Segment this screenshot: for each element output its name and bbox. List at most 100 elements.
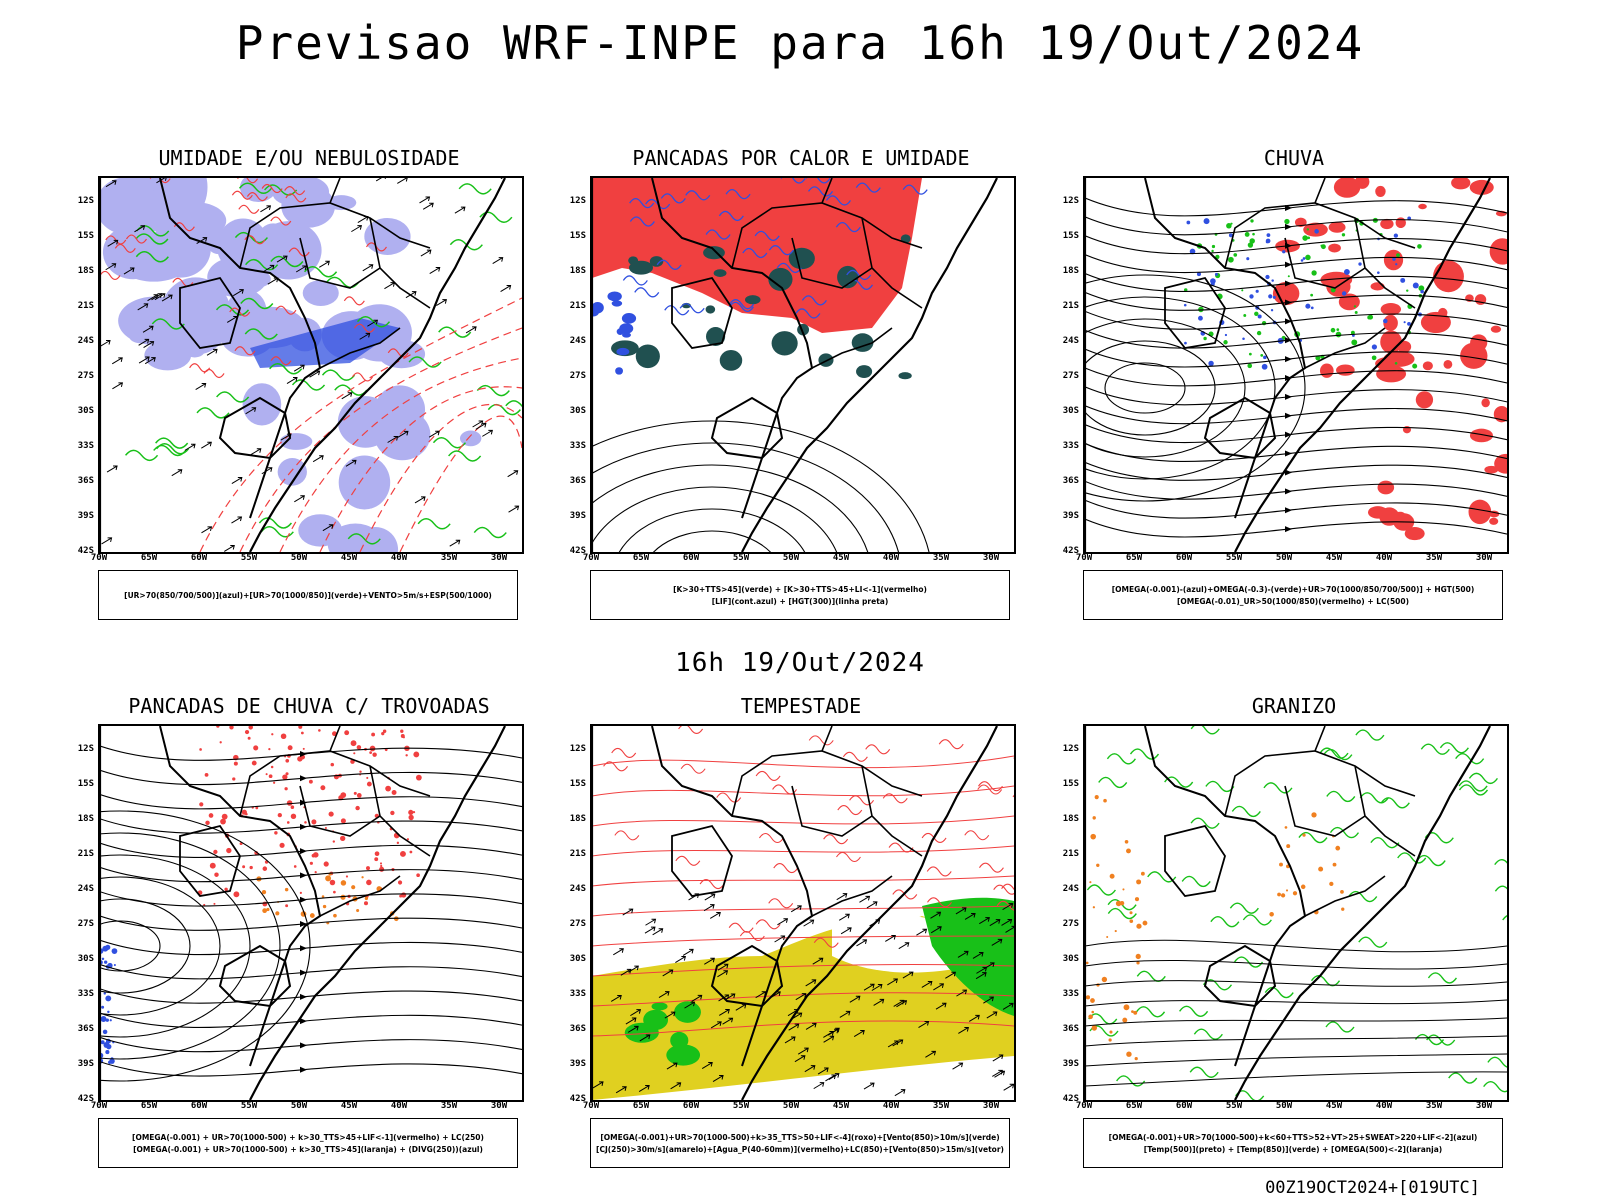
humidity-low-contour <box>448 450 482 462</box>
rain-light-dot <box>1246 257 1250 261</box>
latitude-tick-label: 21S <box>77 301 94 311</box>
precipitable-water-contour <box>836 851 861 863</box>
legend-box: [UR>70(850/700/500)](azul)+[UR>70(1000/8… <box>98 570 518 620</box>
wind-vector-icon <box>975 972 987 980</box>
latitude-tick-label: 42S <box>77 546 94 556</box>
geopotential-contour <box>1085 296 1276 480</box>
wind-vector-icon <box>717 970 729 978</box>
thunder-rain-dot <box>293 865 297 868</box>
divergence-dot <box>102 1029 108 1035</box>
thunder-rain-dot <box>374 857 379 862</box>
humidity-low-contour <box>124 449 159 462</box>
rain-moderate-dot <box>1417 244 1422 249</box>
lifted-index-contour <box>807 186 834 197</box>
flow-arrow-icon <box>300 872 307 879</box>
state-borders <box>1224 178 1416 369</box>
precipitable-water-contour <box>768 898 794 909</box>
rain-orange-dot <box>309 913 315 918</box>
omega-dot <box>1092 906 1096 909</box>
omega-dot <box>1124 840 1129 844</box>
thickness-contour <box>173 222 195 232</box>
humidity-area <box>337 396 394 448</box>
wind-vector-icon <box>859 895 871 903</box>
convection-area <box>898 372 912 380</box>
thickness-contour <box>125 234 147 244</box>
humidity-low-contour <box>291 379 326 391</box>
map-panel <box>1083 724 1509 1102</box>
latitude-tick-label: 42S <box>569 1094 586 1104</box>
flow-arrow-icon <box>1285 318 1292 325</box>
rain-light-dot <box>1407 322 1411 326</box>
temp-850-contour <box>1210 915 1240 928</box>
precipitable-water-contour <box>842 751 868 762</box>
omega-dot <box>1136 961 1140 965</box>
wind-vector-icon <box>955 907 967 915</box>
precipitable-water-contour <box>938 739 964 750</box>
rain-light-dot <box>1302 257 1306 260</box>
omega-dot <box>1114 929 1117 933</box>
latitude-tick-label: 24S <box>1062 336 1079 346</box>
wind-vector-icon <box>956 989 968 997</box>
omega-dot <box>1101 976 1108 983</box>
temp-850-contour <box>1348 890 1378 903</box>
rain-moderate-dot <box>1252 232 1255 236</box>
thunder-rain-dot <box>270 765 274 769</box>
rain-light-dot <box>1249 294 1254 299</box>
temp-850-contour <box>1147 871 1177 883</box>
humidity-area <box>298 514 343 547</box>
divergence-dot <box>100 1040 105 1045</box>
wind-vector-icon <box>812 957 824 965</box>
humidity-low-contour <box>240 297 274 310</box>
rain-moderate-dot <box>1307 236 1311 240</box>
omega-dot <box>1280 893 1286 898</box>
longitude-tick-label: 45W <box>1325 553 1343 563</box>
wind-vector-icon <box>989 919 1001 927</box>
wind-vector-icon <box>1001 918 1013 926</box>
paraguay-border <box>1164 276 1226 349</box>
lifted-index-contour <box>718 210 744 222</box>
rain-light-dot <box>1265 274 1270 280</box>
rain-area <box>1294 217 1307 228</box>
rain-moderate-dot <box>1406 289 1409 292</box>
rain-moderate-dot <box>1396 253 1400 258</box>
thickness-contour <box>199 297 522 552</box>
rain-orange-dot <box>322 904 327 909</box>
temp-850-contour <box>1229 902 1259 914</box>
humidity-high-area <box>250 318 400 368</box>
panel-title: PANCADAS DE CHUVA C/ TROVOADAS <box>128 694 490 718</box>
rain-orange-dot <box>262 908 268 914</box>
temp-850-contour <box>1181 875 1211 888</box>
longitude-tick-label: 30W <box>1475 553 1493 563</box>
omega-dot <box>1340 890 1344 894</box>
omega-dot <box>1129 919 1134 923</box>
thickness-contour <box>270 356 292 366</box>
wind-vector-icon <box>709 911 721 919</box>
longitude-tick-label: 55W <box>732 553 750 563</box>
rain-area <box>1336 364 1355 376</box>
flow-arrow-icon <box>300 1066 307 1073</box>
latitude-tick-label: 21S <box>569 301 586 311</box>
precipitable-water-contour <box>728 922 754 933</box>
latitude-tick-label: 15S <box>77 779 94 789</box>
latitude-tick-label: 33S <box>569 441 586 451</box>
thunder-rain-dot <box>405 754 408 757</box>
streamline <box>100 915 522 931</box>
wind-vector-icon <box>704 957 715 965</box>
wind-vector-icon <box>983 962 995 970</box>
geopotential-contour <box>1085 340 1216 436</box>
wind-vector-icon <box>866 901 878 909</box>
rain-area <box>1328 221 1346 233</box>
wind-vector-icon <box>345 459 357 467</box>
rain-light-dot <box>1341 291 1347 296</box>
thunder-rain-dot <box>413 751 420 758</box>
thunder-rain-dot <box>356 793 362 798</box>
panel-title: CHUVA <box>1263 146 1325 170</box>
rain-area <box>1333 178 1361 198</box>
rain-light-dot <box>1383 318 1388 324</box>
thunder-rain-dot <box>369 751 373 754</box>
wind-vector-icon <box>724 993 736 1001</box>
wind-vector-icon <box>263 264 275 272</box>
flow-arrow-icon <box>1285 299 1292 306</box>
thickness-contour <box>387 348 409 358</box>
longitude-tick-label: 35W <box>440 1101 458 1111</box>
